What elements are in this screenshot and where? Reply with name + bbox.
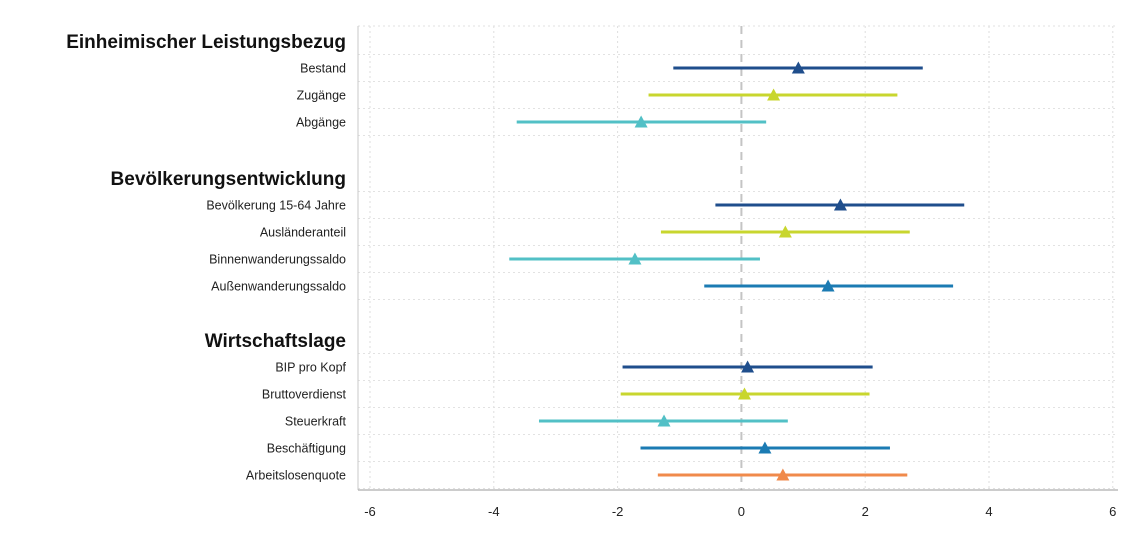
group-title: Bevölkerungsentwicklung <box>111 169 346 190</box>
row-label: BIP pro Kopf <box>275 361 346 375</box>
estimate-triangle-marker <box>634 115 648 128</box>
x-tick-label: 4 <box>985 504 992 519</box>
estimate-triangle-marker <box>791 61 805 74</box>
estimate-triangle-marker <box>628 252 642 265</box>
group-title: Wirtschaftslage <box>205 331 346 352</box>
group-title: Einheimischer Leistungsbezug <box>66 32 346 53</box>
x-tick-label: 0 <box>738 504 745 519</box>
estimate-triangle-marker <box>776 468 790 481</box>
x-tick-label: -4 <box>488 504 500 519</box>
estimate-triangle-marker <box>758 441 772 454</box>
estimate-triangle-marker <box>778 225 792 238</box>
row-label: Außenwanderungssaldo <box>211 280 346 294</box>
row-label: Zugänge <box>297 89 346 103</box>
estimate-triangle-marker <box>767 88 781 101</box>
row-label: Beschäftigung <box>267 442 346 456</box>
x-tick-label: 6 <box>1109 504 1116 519</box>
x-tick-label: -6 <box>364 504 376 519</box>
row-label: Abgänge <box>296 116 346 130</box>
estimate-triangle-marker <box>833 198 847 211</box>
row-label: Steuerkraft <box>285 415 347 429</box>
row-label: Bruttoverdienst <box>262 388 347 402</box>
estimate-triangle-marker <box>657 414 671 427</box>
x-tick-label: -2 <box>612 504 624 519</box>
row-label: Arbeitslosenquote <box>246 469 346 483</box>
estimate-triangle-marker <box>737 387 751 400</box>
row-label: Ausländeranteil <box>260 226 346 240</box>
estimate-triangle-marker <box>821 279 835 292</box>
x-tick-label: 2 <box>862 504 869 519</box>
row-label: Bestand <box>300 62 346 76</box>
estimate-triangle-marker <box>741 360 755 373</box>
row-label: Binnenwanderungssaldo <box>209 253 346 267</box>
row-label: Bevölkerung 15-64 Jahre <box>206 199 346 213</box>
